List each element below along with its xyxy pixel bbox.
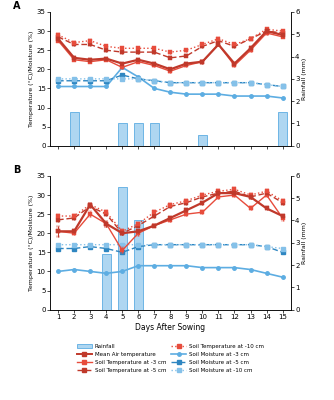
Legend: Rainfall, Mean Air temperature, Soil Temperature at -3 cm, Soil Temperature at -: Rainfall, Mean Air temperature, Soil Tem… — [75, 343, 265, 374]
Bar — [70, 112, 78, 146]
Text: A: A — [13, 1, 20, 11]
X-axis label: Days After Sowing: Days After Sowing — [135, 323, 205, 332]
Bar — [134, 124, 143, 146]
Bar — [150, 124, 159, 146]
Bar — [118, 187, 127, 310]
Y-axis label: Temperature (°C)/Moisture (%): Temperature (°C)/Moisture (%) — [29, 194, 34, 291]
Bar — [102, 254, 111, 310]
Y-axis label: Rainfall (mm): Rainfall (mm) — [302, 58, 307, 100]
Text: B: B — [13, 164, 20, 174]
Y-axis label: Rainfall (mm): Rainfall (mm) — [302, 222, 307, 264]
Bar — [198, 134, 207, 146]
Y-axis label: Temperature (°C)/Moisture (%): Temperature (°C)/Moisture (%) — [29, 31, 34, 127]
Bar — [118, 124, 127, 146]
Bar — [278, 112, 287, 146]
Bar — [134, 220, 143, 310]
